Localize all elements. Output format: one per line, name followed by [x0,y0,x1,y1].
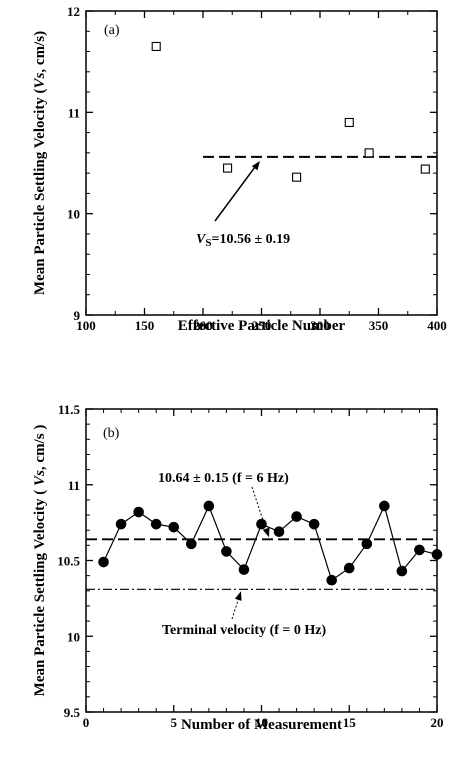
data-point-a [223,163,233,173]
data-point-b [343,562,355,574]
x-tick-label-a: 350 [369,318,389,333]
data-point-a [344,117,354,128]
data-points-a [151,41,430,182]
data-point-b [238,564,250,575]
y-tick-label-a: 10 [67,207,80,222]
x-tick-label-b: 5 [171,715,178,730]
data-point-b [431,549,443,560]
data-point-b [186,538,197,550]
data-point-a [420,164,430,174]
chart-b: 0 5 10 15 20 9.5 10 10.5 11 11.5 (b) Number of Me… [32,402,444,733]
y-axis-label-a-part1: Mean Particle Settling Velocity ( [32,88,48,295]
x-tick-label-b: 15 [343,715,357,730]
x-tick-label-a: 200 [193,318,213,333]
x-tick-label-a: 300 [310,318,330,333]
x-axis-label-a: Effective Particle Number [178,318,346,334]
data-point-b [414,544,425,556]
y-axis-label-b: Mean Particle Settling Velocity ( Vs, cm… [32,425,48,697]
data-point-b [150,518,162,530]
annotation-arrowhead-a [251,161,260,171]
data-point-a [151,41,161,52]
y-axis-label-b-part2: , cm/s ) [32,425,48,470]
y-axis-label-a: Mean Particle Settling Velocity (Vs, cm/… [32,31,48,295]
x-tick-label-a: 150 [135,318,155,333]
y-tick-label-a: 12 [67,4,80,19]
annotation-mean-a: VS=10.56 ± 0.19 [196,232,290,249]
annotation-arrowhead-6hz [262,527,270,538]
x-tick-label-b: 10 [255,715,268,730]
y-tick-label-a: 9 [74,308,81,323]
x-tick-label-a: 100 [76,318,96,333]
data-point-b [291,511,302,522]
data-point-b [133,506,144,518]
x-tick-label-b: 0 [83,715,90,730]
annotation-arrow-a [214,162,259,222]
data-point-b [203,500,215,512]
data-point-a [364,148,374,158]
annotation-arrow-6hz [251,486,269,536]
y-tick-label-b: 11 [68,478,80,493]
y-tick-label-b: 9.5 [64,705,81,720]
chart-a: 100 150 200 250 300 350 400 9 10 11 12 (a) Effecti… [32,4,447,334]
y-tick-label-a: 11 [68,105,80,120]
reference-lines-b [86,538,437,590]
plot-frame-a [85,10,438,316]
data-point-b [168,521,180,533]
data-point-b [379,500,390,512]
data-point-a [292,172,302,182]
data-point-b [396,565,408,577]
data-point-b [98,556,109,568]
annotation-arrowhead-terminal [234,591,242,601]
annotation-symbol-a: V [196,232,207,247]
data-point-b [361,538,373,550]
reference-label-6hz: 10.64 ± 0.15 (f = 6 Hz) [158,471,289,486]
annotation-subscript-a: S [205,237,211,249]
y-axis-label-b-part1: Mean Particle Settling Velocity ( [32,486,48,696]
data-point-b [115,518,127,530]
y-tick-label-b: 10 [67,629,80,644]
x-tick-label-a: 250 [252,318,272,333]
panel-label-a: (a) [104,23,120,38]
y-tick-label-b: 10.5 [57,554,80,569]
data-point-b [273,526,285,538]
y-axis-label-a-part2: , cm/s) [32,31,48,73]
y-axis-label-a-symbol: Vs [32,72,48,88]
x-tick-label-b: 20 [431,715,444,730]
data-point-b [308,518,320,530]
data-points-b [98,500,443,586]
series-line-b [103,504,438,582]
data-point-b [326,574,338,586]
x-axis-label-b: Number of Measurement [181,717,342,733]
tick-group-b: 0 5 10 15 20 9.5 10 10.5 11 11.5 [57,402,443,730]
x-tick-label-a: 400 [427,318,447,333]
plot-frame-b [85,408,438,713]
panel-label-b: (b) [103,426,120,441]
y-tick-label-b: 11.5 [58,402,81,417]
y-axis-label-b-symbol: Vs [32,470,48,486]
tick-group-a: 100 150 200 250 300 350 400 9 10 11 12 [67,4,447,333]
data-point-b [256,518,267,530]
data-point-b [221,546,232,557]
reference-label-terminal: Terminal velocity (f = 0 Hz) [162,623,326,638]
annotation-text-a: =10.56 ± 0.19 [211,232,290,247]
